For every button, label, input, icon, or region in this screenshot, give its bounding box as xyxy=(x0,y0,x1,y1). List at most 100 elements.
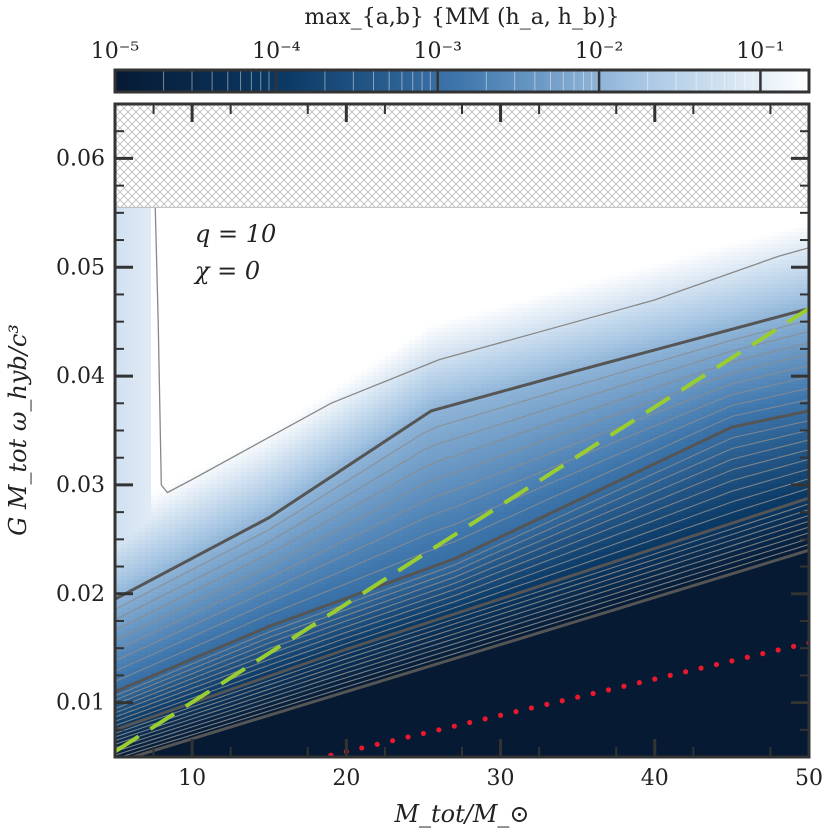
heatmap-cell xyxy=(127,676,134,681)
heatmap-cell xyxy=(235,748,242,753)
heatmap-cell xyxy=(187,652,194,657)
heatmap-cell xyxy=(163,404,170,409)
heatmap-cell xyxy=(133,700,140,705)
heatmap-cell xyxy=(211,436,218,441)
heatmap-cell xyxy=(247,520,254,525)
heatmap-cell xyxy=(163,736,170,741)
heatmap-cell xyxy=(187,628,194,633)
heatmap-cell xyxy=(247,480,254,485)
heatmap-cell xyxy=(163,448,170,453)
heatmap-cell xyxy=(283,600,290,605)
heatmap-cell xyxy=(283,552,290,557)
heatmap-cell xyxy=(175,628,182,633)
heatmap-cell xyxy=(283,300,290,305)
heatmap-cell xyxy=(199,220,206,225)
heatmap-cell xyxy=(193,552,200,557)
heatmap-cell xyxy=(211,520,218,525)
heatmap-cell xyxy=(271,408,278,413)
heatmap-cell xyxy=(265,572,272,577)
heatmap-cell xyxy=(283,252,290,257)
heatmap-cell xyxy=(139,300,146,305)
heatmap-cell xyxy=(175,356,182,361)
heatmap-cell xyxy=(247,640,254,645)
heatmap-cell xyxy=(127,436,134,441)
heatmap-cell xyxy=(289,720,296,725)
heatmap-cell xyxy=(157,672,164,677)
heatmap-cell xyxy=(289,332,296,337)
heatmap-cell xyxy=(139,212,146,217)
heatmap-cell xyxy=(271,428,278,433)
heatmap-cell xyxy=(277,416,284,421)
heatmap-cell xyxy=(271,508,278,513)
heatmap-cell xyxy=(247,332,254,337)
heatmap-cell xyxy=(223,324,230,329)
heatmap-cell xyxy=(277,356,284,361)
heatmap-cell xyxy=(211,424,218,429)
heatmap-cell xyxy=(241,464,248,469)
heatmap-cell xyxy=(199,428,206,433)
heatmap-cell xyxy=(145,404,152,409)
heatmap-cell xyxy=(235,660,242,665)
heatmap-cell xyxy=(211,356,218,361)
heatmap-cell xyxy=(241,424,248,429)
heatmap-cell xyxy=(247,464,254,469)
heatmap-cell xyxy=(241,280,248,285)
heatmap-cell xyxy=(229,592,236,597)
heatmap-cell xyxy=(253,584,260,589)
heatmap-cell xyxy=(139,476,146,481)
heatmap-cell xyxy=(139,432,146,437)
heatmap-cell xyxy=(223,508,230,513)
heatmap-cell xyxy=(247,656,254,661)
heatmap-cell xyxy=(133,488,140,493)
heatmap-cell xyxy=(271,556,278,561)
heatmap-cell xyxy=(127,680,134,685)
heatmap-cell xyxy=(175,400,182,405)
heatmap-cell xyxy=(217,640,224,645)
heatmap-cell xyxy=(223,500,230,505)
heatmap-cell xyxy=(217,364,224,369)
heatmap-cell xyxy=(175,476,182,481)
heatmap-cell xyxy=(139,712,146,717)
heatmap-cell xyxy=(247,412,254,417)
heatmap-cell xyxy=(199,248,206,253)
heatmap-cell xyxy=(145,244,152,249)
heatmap-cell xyxy=(229,236,236,241)
heatmap-cell xyxy=(193,524,200,529)
heatmap-cell xyxy=(151,396,158,401)
heatmap-cell xyxy=(229,700,236,705)
heatmap-cell xyxy=(271,680,278,685)
heatmap-cell xyxy=(193,392,200,397)
heatmap-cell xyxy=(157,268,164,273)
heatmap-cell xyxy=(241,532,248,537)
heatmap-cell xyxy=(259,508,266,513)
heatmap-cell xyxy=(211,508,218,513)
heatmap-cell xyxy=(121,692,128,697)
heatmap-cell xyxy=(139,628,146,633)
heatmap-cell xyxy=(271,228,278,233)
heatmap-cell xyxy=(217,236,224,241)
heatmap-cell xyxy=(193,272,200,277)
heatmap-cell xyxy=(235,712,242,717)
heatmap-cell xyxy=(289,704,296,709)
heatmap-cell xyxy=(229,408,236,413)
heatmap-cell xyxy=(193,608,200,613)
heatmap-cell xyxy=(193,468,200,473)
heatmap-cell xyxy=(145,568,152,573)
heatmap-cell xyxy=(157,656,164,661)
heatmap-cell xyxy=(241,392,248,397)
heatmap-cell xyxy=(265,312,272,317)
heatmap-cell xyxy=(115,660,122,665)
heatmap-cell xyxy=(205,336,212,341)
heatmap-cell xyxy=(277,468,284,473)
heatmap-cell xyxy=(133,564,140,569)
heatmap-cell xyxy=(229,424,236,429)
heatmap-cell xyxy=(199,340,206,345)
heatmap-cell xyxy=(133,348,140,353)
heatmap-cell xyxy=(289,320,296,325)
heatmap-cell xyxy=(283,652,290,657)
heatmap-cell xyxy=(121,560,128,565)
heatmap-cell xyxy=(157,596,164,601)
heatmap-cell xyxy=(187,648,194,653)
heatmap-cell xyxy=(247,700,254,705)
heatmap-cell xyxy=(253,516,260,521)
